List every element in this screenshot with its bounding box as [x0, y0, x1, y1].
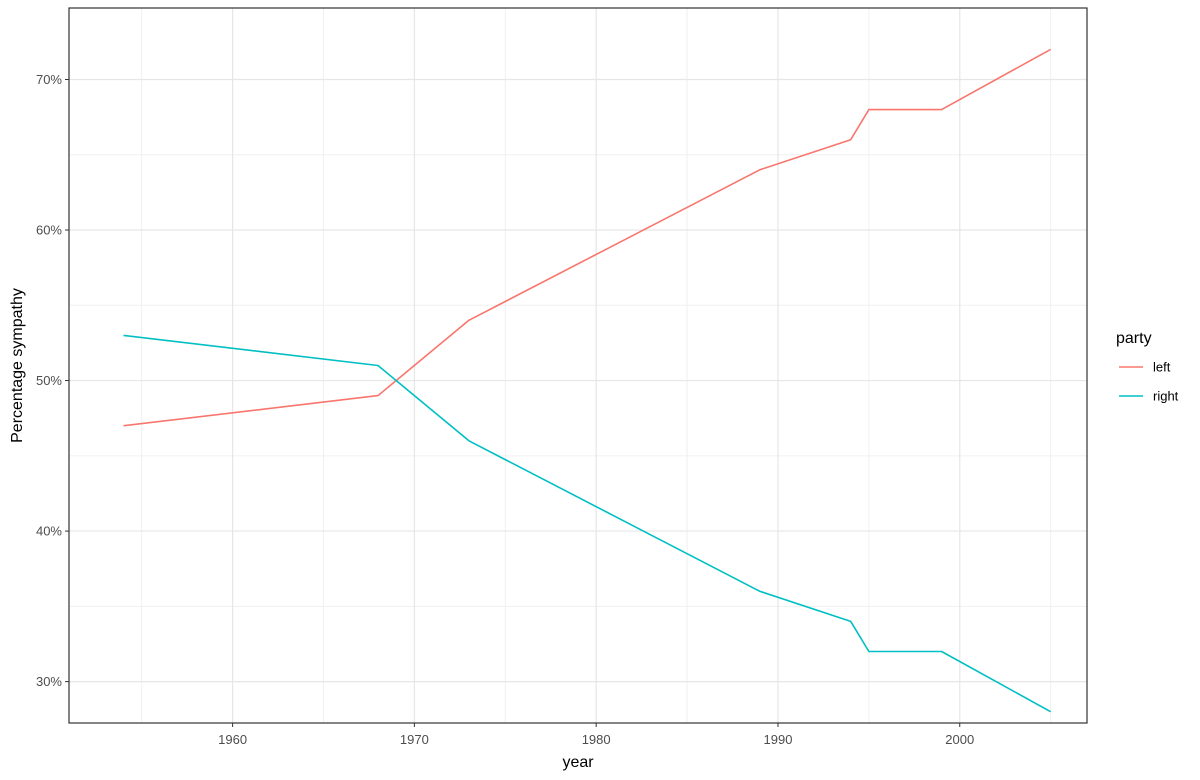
x-tick-label: 2000	[945, 732, 974, 747]
axes: 1960 1970 1980 1990 2000 30% 40% 50% 60% 70% year P…	[9, 7, 1088, 771]
x-tick-label: 1960	[218, 732, 247, 747]
x-axis-title: year	[562, 754, 594, 771]
x-tick-label: 1980	[582, 732, 611, 747]
y-tick-label: 40%	[36, 524, 62, 539]
series-line-right	[123, 334, 1051, 713]
x-tick-label: 1990	[764, 732, 793, 747]
series-line-left	[123, 48, 1051, 427]
legend-title: party	[1116, 330, 1152, 347]
y-tick-label: 30%	[36, 674, 62, 689]
plot-area	[69, 8, 1087, 723]
legend-label-right: right	[1153, 389, 1179, 404]
y-tick-label: 60%	[36, 223, 62, 238]
y-tick-label: 50%	[36, 373, 62, 388]
y-axis-title: Percentage sympathy	[9, 288, 26, 443]
x-tick-label: 1970	[400, 732, 429, 747]
legend-label-left: left	[1153, 360, 1171, 375]
y-tick-label: 70%	[36, 72, 62, 87]
panel-border	[68, 7, 1088, 724]
